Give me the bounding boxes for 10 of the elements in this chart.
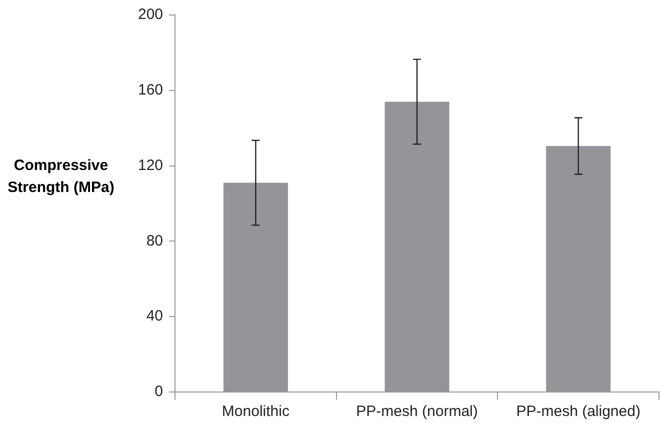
x-tick-label: PP-mesh (normal) xyxy=(356,403,478,420)
y-tick-label: 160 xyxy=(138,82,164,99)
x-tick-label: PP-mesh (aligned) xyxy=(516,403,640,420)
y-axis-title: Compressive Strength (MPa) xyxy=(6,156,116,198)
y-tick-label: 80 xyxy=(146,232,164,250)
y-tick-label: 120 xyxy=(138,156,164,174)
y-tick-label: 0 xyxy=(154,383,164,400)
y-tick-label: 40 xyxy=(146,308,164,325)
y-tick-label: 200 xyxy=(138,6,164,24)
x-tick-label: Monolithic xyxy=(222,403,290,420)
